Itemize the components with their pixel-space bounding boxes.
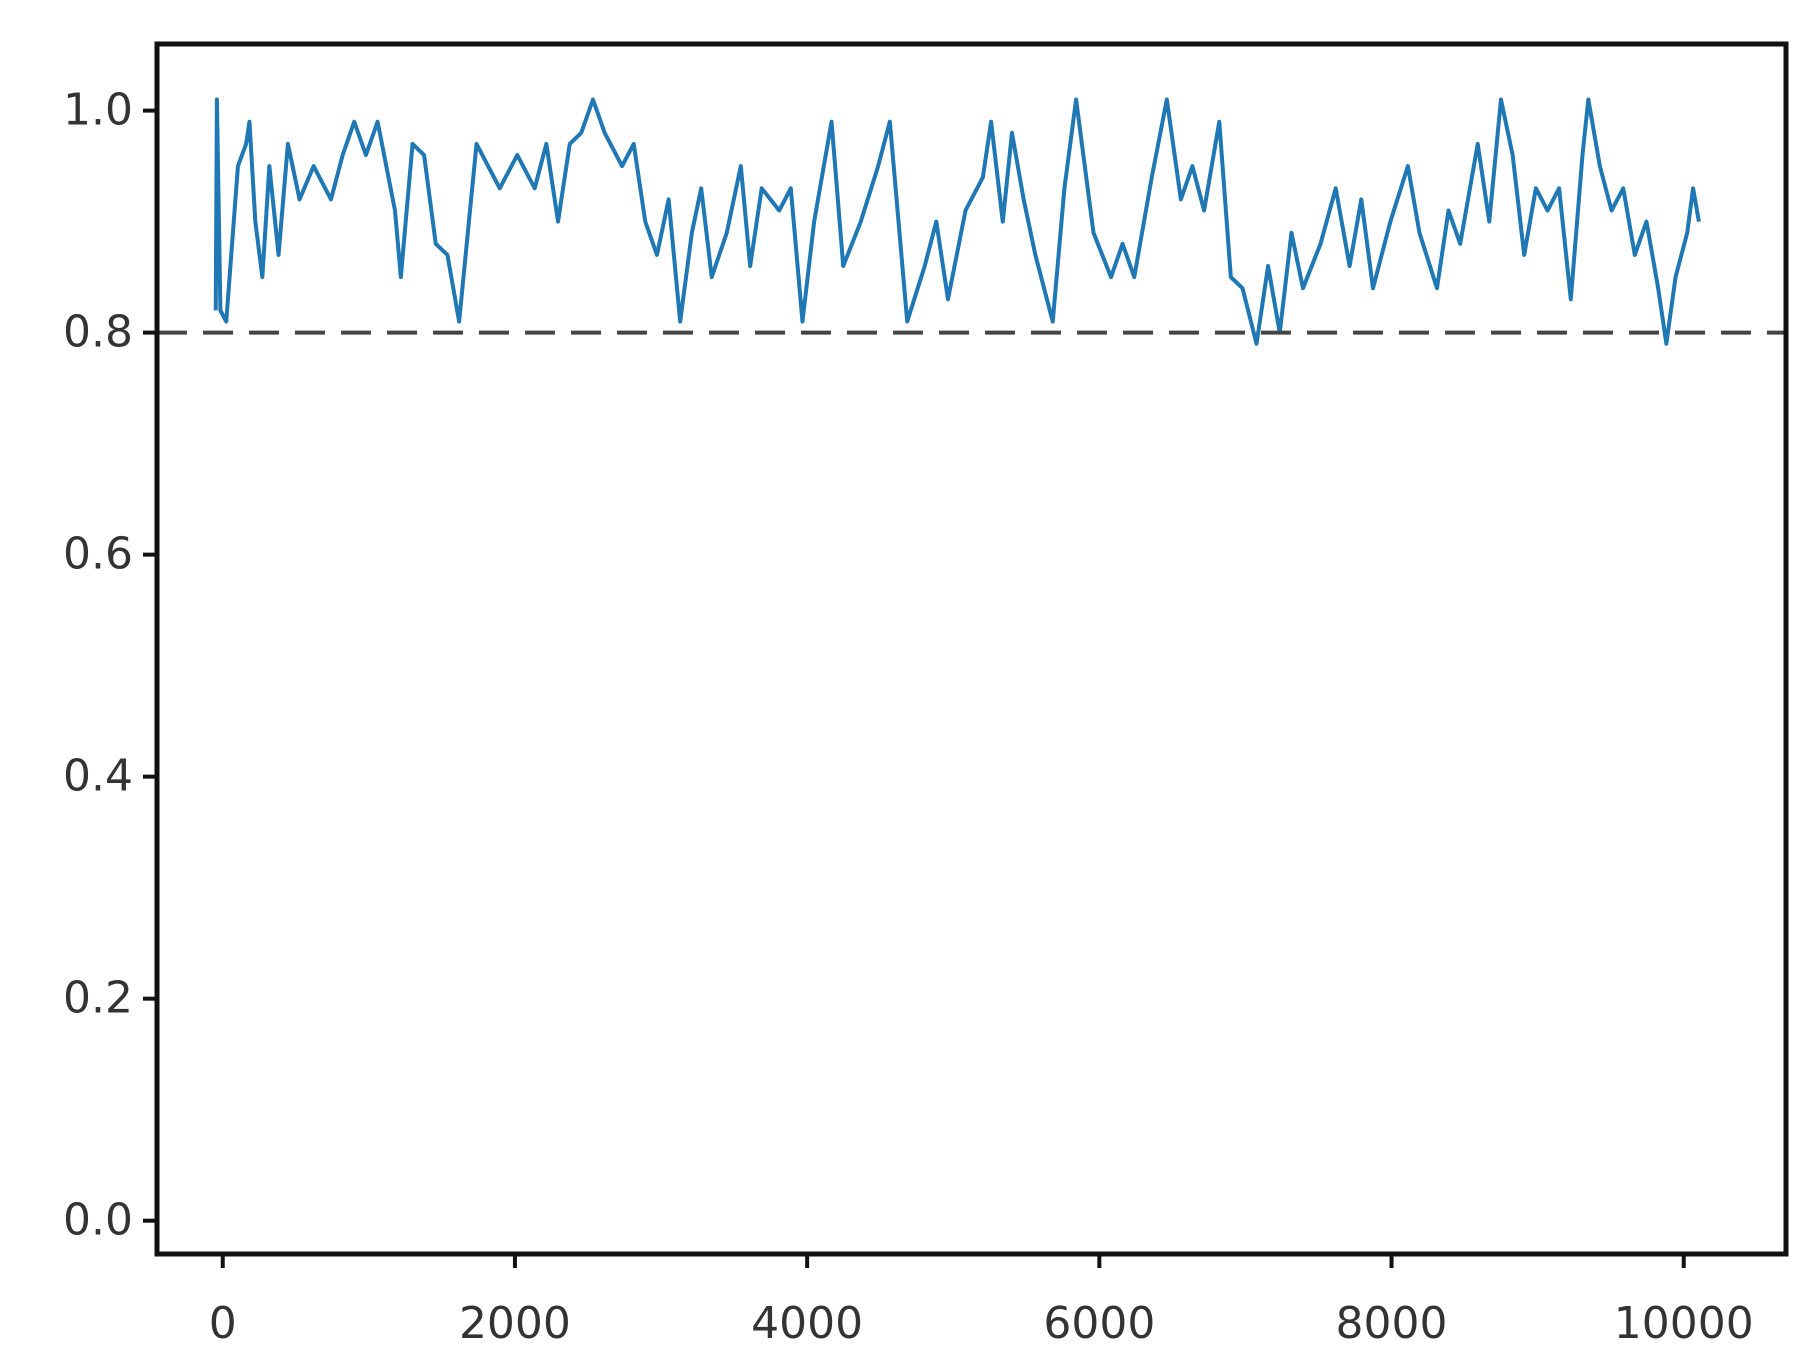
y-tick-label: 0.8 xyxy=(63,307,133,358)
y-tick-label: 0.2 xyxy=(63,973,133,1024)
plot-frame xyxy=(154,41,1789,1257)
x-tick-label: 4000 xyxy=(751,1298,863,1349)
data-line xyxy=(213,97,1701,346)
y-tick-label: 0.6 xyxy=(63,529,133,580)
x-tick-label: 10000 xyxy=(1614,1298,1754,1349)
y-tick-label: 0.4 xyxy=(63,751,133,802)
x-tick-label: 6000 xyxy=(1043,1298,1155,1349)
x-tick-label: 8000 xyxy=(1336,1298,1448,1349)
x-tick-label: 0 xyxy=(209,1298,237,1349)
y-tick-label: 1.0 xyxy=(63,85,133,136)
y-tick-label: 0.0 xyxy=(63,1195,133,1246)
x-tick-label: 2000 xyxy=(459,1298,571,1349)
